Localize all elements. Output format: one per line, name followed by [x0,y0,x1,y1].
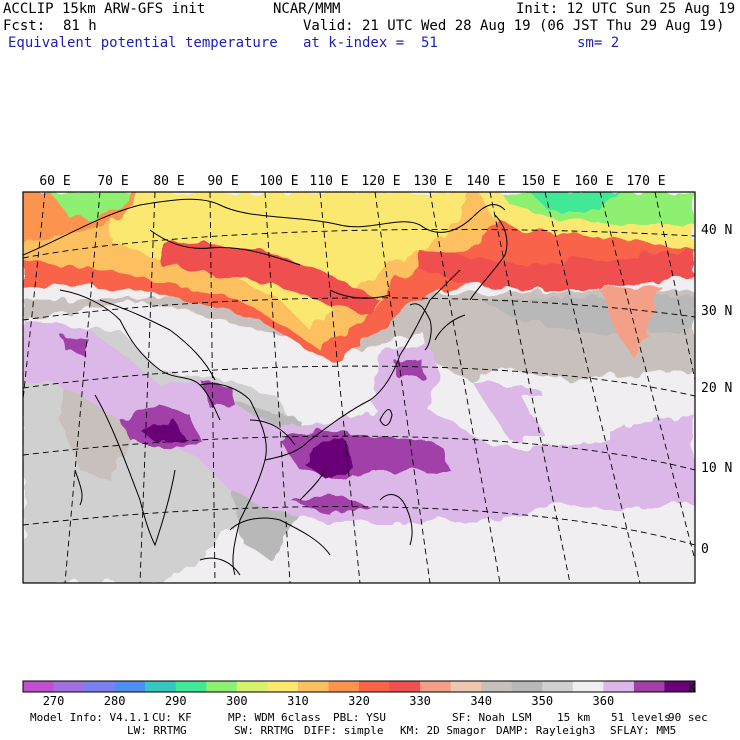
colorbar-swatch [450,681,482,692]
colorbar-unit: K [689,681,697,695]
colorbar-frame [22,680,696,693]
resolution: 15 km [557,711,591,724]
longitude-label: 100 E [259,174,298,189]
colorbar-swatch [542,681,574,692]
colorbar-swatch [633,681,665,692]
colorbar-swatch [481,681,513,692]
longitude-label: 110 E [309,174,348,189]
km-option: KM: 2D Smagor [400,724,487,737]
longitude-labels: 60 E 70 E 80 E 90 E 100 E 110 E 120 E 130 E 140 … [39,174,665,189]
init-time: Init: 12 UTC Sun 25 Aug 19 [516,1,736,17]
field-name: Equivalent potential temperature [8,35,278,51]
time-step: 90 sec [668,711,708,724]
colorbar-swatch [389,681,421,692]
latitude-label: 20 N [701,381,732,396]
longitude-label: 90 E [207,174,238,189]
colorbar-swatch [420,681,452,692]
surface-scheme: SF: Noah LSM [452,711,532,724]
longwave-scheme: LW: RRTMG [127,724,187,737]
colorbar-tick-label: 310 [287,694,309,708]
latitude-labels: 40 N 30 N 20 N 10 N 0 [701,223,732,557]
colorbar-tick-label: 340 [470,694,492,708]
model-title: ACCLIP 15km ARW-GFS init [3,1,206,17]
colorbar-swatch [359,681,391,692]
surface-layer-option: SFLAY: MM5 [610,724,677,737]
graticule [23,192,695,583]
colorbar-tick-label: 270 [43,694,65,708]
longitude-label: 140 E [466,174,505,189]
colorbar-tick-label: 330 [409,694,431,708]
colorbar: 270 280 290 300 310 320 330 340 350 360 K [22,680,697,708]
microphysics-scheme: MP: WDM 6class [228,711,321,724]
center-name: NCAR/MMM [273,1,341,17]
colorbar-swatch [23,681,55,692]
cumulus-scheme: CU: KF [152,711,192,724]
colorbar-swatch [511,681,543,692]
valid-time: Valid: 21 UTC Wed 28 Aug 19 (06 JST Thu … [303,18,725,34]
longitude-label: 120 E [361,174,400,189]
latitude-label: 30 N [701,304,732,319]
colorbar-tick-label: 360 [593,694,615,708]
colorbar-tick-label: 300 [226,694,248,708]
longitude-label: 130 E [413,174,452,189]
latitude-label: 10 N [701,461,732,476]
smoothing-value: sm= 2 [577,35,620,51]
colorbar-swatch [236,681,268,692]
colorbar-swatch [206,681,238,692]
colorbar-swatch [267,681,299,692]
colorbar-swatch [175,681,207,692]
colorbar-swatch [114,681,146,692]
colorbar-swatch [297,681,329,692]
longitude-label: 60 E [39,174,70,189]
colorbar-swatch [84,681,116,692]
colorbar-tick-label: 290 [165,694,187,708]
colorbar-swatch [328,681,360,692]
latitude-label: 40 N [701,223,732,238]
forecast-hours: 81 h [63,18,97,34]
diffusion-option: DIFF: simple [304,724,384,737]
colorbar-tick-label: 280 [104,694,126,708]
longitude-label: 150 E [521,174,560,189]
map-field-shading [23,192,695,583]
vertical-levels: 51 levels [611,711,671,724]
colorbar-swatch [53,681,85,692]
colorbar-swatch [664,681,696,692]
colorbar-swatch [572,681,604,692]
shortwave-scheme: SW: RRTMG [234,724,294,737]
longitude-label: 70 E [97,174,128,189]
pbl-scheme: PBL: YSU [333,711,386,724]
longitude-label: 80 E [153,174,184,189]
map-frame [22,191,696,584]
colorbar-swatch [603,681,635,692]
longitude-label: 170 E [626,174,665,189]
longitude-label: 160 E [574,174,613,189]
damping-option: DAMP: Rayleigh3 [496,724,596,737]
colorbar-swatch [145,681,177,692]
level-index: at k-index = 51 [303,35,438,51]
forecast-label: Fcst: [3,18,46,34]
model-info: Model Info: V4.1.1 [30,711,150,724]
colorbar-tick-label: 320 [348,694,370,708]
latitude-label: 0 [701,542,709,557]
colorbar-tick-label: 350 [531,694,553,708]
